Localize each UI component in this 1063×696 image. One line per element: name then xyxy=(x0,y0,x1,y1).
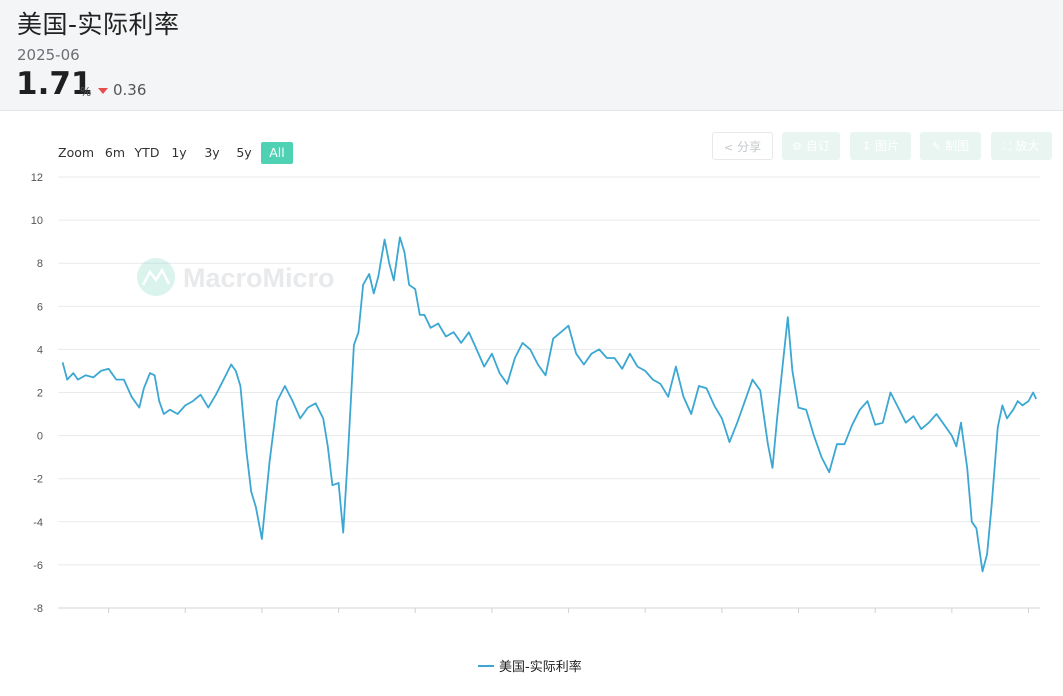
line-chart: MacroMicro 12 10 8 6 4 2 0 -2 -4 -6 -8 19651970197… xyxy=(31,172,1040,615)
chart-legend[interactable]: 美国-实际利率 xyxy=(478,656,582,675)
draw-button[interactable]: ✎ 制图 xyxy=(920,132,981,160)
zoom-label: Zoom xyxy=(58,145,95,160)
watermark-logo-icon xyxy=(137,258,175,296)
range-button-5y[interactable]: 5y xyxy=(236,145,252,160)
download-icon: ↧ xyxy=(861,140,872,153)
share-button[interactable]: < 分享 xyxy=(712,132,773,160)
value-unit: % xyxy=(80,85,92,99)
watermark-text: MacroMicro xyxy=(183,263,335,293)
y-tick-label: -2 xyxy=(33,474,43,486)
watermark: MacroMicro xyxy=(137,258,335,296)
series-line[interactable] xyxy=(61,236,1038,573)
data-date: 2025-06 xyxy=(17,46,80,64)
range-button-ytd[interactable]: YTD xyxy=(134,145,160,160)
range-button-all[interactable]: All xyxy=(261,142,293,164)
down-arrow-icon xyxy=(98,88,108,94)
pencil-icon: ✎ xyxy=(931,140,942,153)
chart-toolbar: < 分享 ⚙ 自订 ↧ 图片 ✎ 制图 ⛶ 放大 xyxy=(0,132,1063,160)
range-button-6m[interactable]: 6m xyxy=(104,145,126,160)
share-icon: < xyxy=(723,141,734,154)
image-button[interactable]: ↧ 图片 xyxy=(850,132,911,160)
y-tick-label: 10 xyxy=(31,215,43,227)
latest-value: 1.71 xyxy=(16,66,93,102)
subscribe-button[interactable]: ⚙ 自订 xyxy=(782,132,840,160)
range-button-3y[interactable]: 3y xyxy=(204,145,220,160)
page-title: 美国-实际利率 xyxy=(17,10,180,39)
gear-icon: ⚙ xyxy=(792,140,802,153)
page-header: 美国-实际利率 2025-06 1.71 % 0.36 xyxy=(0,0,1063,111)
y-tick-label: 6 xyxy=(37,301,43,313)
y-tick-label: -8 xyxy=(33,603,43,615)
y-tick-label: 0 xyxy=(37,431,43,443)
series-layer xyxy=(61,236,1038,573)
x-axis-labels: 1965197019751980198519901995200020052010… xyxy=(108,608,1030,613)
legend-label: 美国-实际利率 xyxy=(499,660,582,675)
y-tick-label: 8 xyxy=(37,258,43,270)
y-tick-label: -6 xyxy=(33,560,43,572)
y-tick-label: 12 xyxy=(31,172,43,184)
range-button-1y[interactable]: 1y xyxy=(171,145,187,160)
legend-line-icon xyxy=(478,664,494,667)
y-tick-label: 2 xyxy=(37,388,43,400)
expand-button[interactable]: ⛶ 放大 xyxy=(991,132,1052,160)
expand-icon: ⛶ xyxy=(1003,140,1012,153)
change-value: 0.36 xyxy=(113,81,147,99)
y-tick-label: -4 xyxy=(33,517,43,529)
y-axis-labels: 12 10 8 6 4 2 0 -2 -4 -6 -8 xyxy=(31,172,43,615)
grid-lines xyxy=(58,176,1040,609)
y-tick-label: 4 xyxy=(37,344,43,356)
